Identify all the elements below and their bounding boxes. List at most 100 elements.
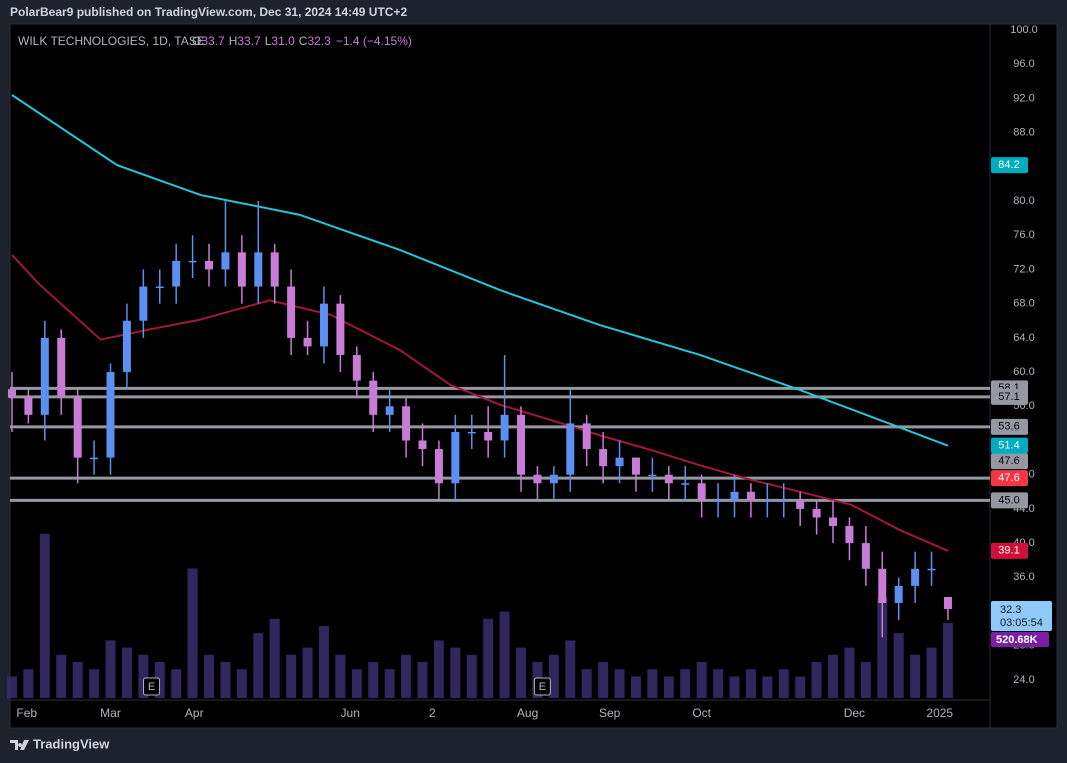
ohlc-value: 32.3 xyxy=(307,34,331,48)
volume-bar xyxy=(39,533,50,698)
candle-body xyxy=(467,431,476,434)
candle-body xyxy=(303,337,312,347)
countdown: 03:05:54 xyxy=(1000,617,1043,629)
price-label-box xyxy=(991,453,1028,470)
price-label-box xyxy=(991,418,1028,435)
candle-body xyxy=(155,286,164,289)
candle-body xyxy=(927,568,936,571)
price-label: 45.0 xyxy=(998,494,1019,506)
candle-body xyxy=(40,337,49,415)
candle-body xyxy=(779,500,788,502)
volume-bar xyxy=(893,633,904,698)
candle-body xyxy=(500,414,509,441)
moving-average xyxy=(11,94,949,447)
candle-body xyxy=(484,431,493,441)
volume-bar xyxy=(614,669,625,698)
ohlc-key: L xyxy=(265,34,272,48)
candle-body xyxy=(336,303,345,355)
candle-body xyxy=(829,517,838,527)
candle-body xyxy=(582,423,591,450)
volume-bar xyxy=(351,669,362,698)
volume-bar xyxy=(811,662,822,698)
volume-bar xyxy=(56,654,67,698)
candle-body xyxy=(943,597,952,609)
candle-body xyxy=(878,568,887,603)
ohlc-key: O xyxy=(192,34,201,48)
price-label-box xyxy=(991,542,1028,559)
volume-bar xyxy=(187,568,198,698)
volume-bar xyxy=(417,662,428,698)
candle-body xyxy=(451,431,460,484)
volume-bar xyxy=(204,654,215,698)
price-label-box xyxy=(991,470,1028,487)
volume-bar xyxy=(548,654,559,698)
price-label: 51.4 xyxy=(998,440,1019,452)
event-label: E xyxy=(539,681,546,693)
candle-body xyxy=(122,320,131,373)
candle-body xyxy=(746,491,755,501)
volume-bar xyxy=(499,611,510,698)
volume-bar xyxy=(713,669,724,698)
volume-bar xyxy=(23,669,34,698)
volume-bar xyxy=(696,662,707,698)
volume-bar xyxy=(565,640,576,698)
candle-body xyxy=(90,457,99,460)
x-tick-label: 2025 xyxy=(926,706,953,720)
volume-bar xyxy=(286,654,297,698)
y-tick-label: 100.0 xyxy=(1010,24,1038,36)
candle-body xyxy=(418,440,427,450)
volume-bar xyxy=(860,662,871,698)
y-tick-label: 80.0 xyxy=(1013,195,1034,207)
candle-body xyxy=(714,500,723,502)
ohlc-change: −1.4 (−4.15%) xyxy=(336,34,412,48)
candle-body xyxy=(254,252,263,287)
volume-bar xyxy=(926,647,937,698)
candle-body xyxy=(139,286,148,321)
ohlc-value: 33.7 xyxy=(201,34,225,48)
volume-bar xyxy=(302,647,313,698)
candle-body xyxy=(730,491,739,501)
y-tick-label: 92.0 xyxy=(1013,92,1034,104)
moving-average xyxy=(11,254,949,552)
x-tick-label: Jun xyxy=(341,706,360,720)
candle-body xyxy=(894,585,903,603)
candle-body xyxy=(237,252,246,287)
price-label-box xyxy=(991,157,1028,174)
volume-bar xyxy=(483,618,494,698)
volume-bar xyxy=(401,654,412,698)
last-price: 32.3 xyxy=(1000,604,1021,616)
y-tick-label: 68.0 xyxy=(1013,298,1034,310)
volume-bar xyxy=(105,640,116,698)
event-marker xyxy=(533,677,551,696)
event-marker xyxy=(143,677,161,696)
volume-bar xyxy=(89,669,100,698)
volume-bar xyxy=(384,669,395,698)
volume-bar xyxy=(778,669,789,698)
price-label-box xyxy=(991,388,1028,405)
volume-bar xyxy=(335,654,346,698)
volume-bar xyxy=(762,676,773,698)
volume-bar xyxy=(630,676,641,698)
volume-bar xyxy=(598,662,609,698)
candle-body xyxy=(631,457,640,475)
candle-body xyxy=(188,260,197,263)
y-tick-label: 96.0 xyxy=(1013,58,1034,70)
volume-bar xyxy=(680,669,691,698)
volume-bar xyxy=(910,654,921,698)
volume-bar xyxy=(466,654,477,698)
ohlc-value: 33.7 xyxy=(237,34,261,48)
candle-body xyxy=(845,526,854,544)
volume-bar xyxy=(516,647,527,698)
footer-logo: TradingView xyxy=(10,736,110,751)
candle-body xyxy=(549,474,558,484)
volume-bar xyxy=(828,654,839,698)
candle-body xyxy=(172,260,181,287)
candle-body xyxy=(369,380,378,415)
y-tick-label: 88.0 xyxy=(1013,127,1034,139)
candle-body xyxy=(533,474,542,484)
candle-body xyxy=(385,406,394,415)
candle-body xyxy=(566,423,575,475)
candle-body xyxy=(861,543,870,569)
volume-label-box xyxy=(991,632,1049,648)
